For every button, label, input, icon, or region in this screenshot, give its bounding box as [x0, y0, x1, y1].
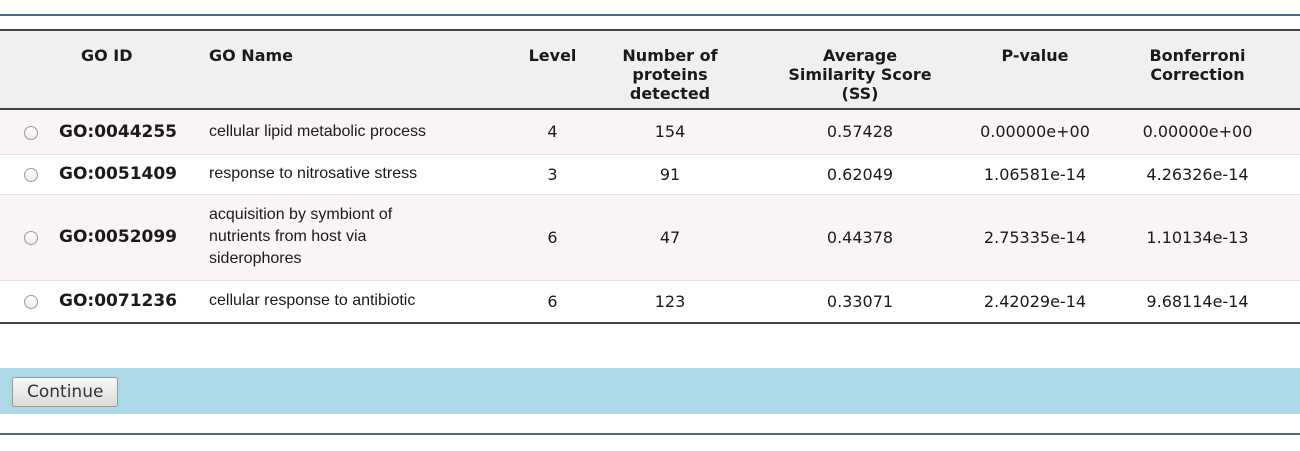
- header-avg-ss-line: Average: [822, 46, 898, 65]
- bonferroni-cell: 0.00000e+00: [1142, 122, 1253, 142]
- level-cell: 4: [547, 122, 558, 142]
- header-level[interactable]: Level: [528, 46, 577, 65]
- go-name-cell: acquisition by symbiont of nutrients fro…: [205, 194, 510, 280]
- go-results-table-container: GO ID GO Name Level Number of proteins d…: [0, 29, 1300, 324]
- header-bonferroni[interactable]: Bonferroni Correction: [1095, 30, 1300, 109]
- level-cell: 6: [547, 227, 558, 247]
- row-select-cell[interactable]: [0, 194, 55, 280]
- avg-ss-cell: 0.62049: [826, 164, 894, 184]
- go-name-line: siderophores: [209, 250, 302, 267]
- p-value-cell: 2.42029e-14: [983, 291, 1087, 311]
- action-bar: Continue: [0, 368, 1300, 414]
- header-select: [0, 30, 55, 109]
- p-value-cell: 2.75335e-14: [983, 227, 1087, 247]
- table-header-row: GO ID GO Name Level Number of proteins d…: [0, 30, 1300, 109]
- header-go-id-label: GO ID: [81, 46, 133, 65]
- num-proteins-cell: 91: [659, 164, 681, 184]
- header-num-proteins-line: Number of: [622, 46, 718, 65]
- p-value-cell: 1.06581e-14: [983, 164, 1087, 184]
- row-radio-button[interactable]: [24, 295, 38, 310]
- table-row: GO:0052099 acquisition by symbiont of nu…: [0, 194, 1300, 280]
- row-radio-button[interactable]: [24, 231, 38, 245]
- go-name-line: acquisition by symbiont of: [209, 206, 393, 223]
- top-divider: [0, 14, 1300, 16]
- row-select-cell[interactable]: [0, 280, 55, 323]
- row-radio-button[interactable]: [24, 168, 38, 182]
- bonferroni-cell: 9.68114e-14: [1146, 291, 1249, 311]
- header-avg-ss[interactable]: Average Similarity Score (SS): [745, 30, 975, 109]
- level-cell: 3: [547, 164, 558, 184]
- continue-button[interactable]: Continue: [12, 377, 119, 407]
- avg-ss-cell: 0.44378: [826, 227, 894, 247]
- table-row: GO:0044255 cellular lipid metabolic proc…: [0, 109, 1300, 154]
- header-bonferroni-line: Correction: [1150, 65, 1245, 84]
- header-num-proteins-line: proteins: [632, 65, 708, 84]
- num-proteins-cell: 123: [654, 291, 686, 311]
- avg-ss-cell: 0.33071: [826, 291, 894, 311]
- bottom-divider: [0, 433, 1300, 435]
- header-p-value[interactable]: P-value: [1001, 46, 1069, 65]
- go-name-cell: response to nitrosative stress: [209, 165, 418, 182]
- go-name-cell: cellular response to antibiotic: [209, 292, 416, 310]
- row-radio-button[interactable]: [24, 125, 38, 140]
- header-go-name[interactable]: GO Name: [209, 46, 294, 65]
- num-proteins-cell: 47: [659, 227, 681, 247]
- go-name-line: nutrients from host via: [209, 228, 367, 245]
- go-id-cell: GO:0044255: [59, 121, 178, 142]
- row-select-cell[interactable]: [0, 109, 55, 154]
- header-num-proteins-line: detected: [629, 84, 711, 103]
- go-id-cell: GO:0052099: [59, 227, 178, 247]
- bonferroni-cell: 4.26326e-14: [1146, 164, 1249, 184]
- level-cell: 6: [547, 291, 558, 311]
- go-results-table: GO ID GO Name Level Number of proteins d…: [0, 29, 1300, 324]
- header-bonferroni-line: Bonferroni: [1149, 46, 1246, 65]
- header-avg-ss-line: (SS): [841, 84, 879, 103]
- header-avg-ss-line: Similarity Score: [788, 65, 932, 84]
- go-id-cell: GO:0051409: [59, 164, 178, 184]
- go-name-cell: cellular lipid metabolic process: [209, 122, 426, 140]
- header-num-proteins[interactable]: Number of proteins detected: [595, 30, 745, 109]
- bonferroni-cell: 1.10134e-13: [1146, 227, 1249, 247]
- table-row: GO:0051409 response to nitrosative stres…: [0, 154, 1300, 194]
- num-proteins-cell: 154: [654, 122, 686, 142]
- row-select-cell[interactable]: [0, 154, 55, 194]
- table-row: GO:0071236 cellular response to antibiot…: [0, 280, 1300, 323]
- avg-ss-cell: 0.57428: [826, 122, 894, 142]
- p-value-cell: 0.00000e+00: [980, 122, 1090, 142]
- go-id-cell: GO:0071236: [59, 291, 178, 312]
- header-go-id[interactable]: GO ID: [55, 30, 205, 109]
